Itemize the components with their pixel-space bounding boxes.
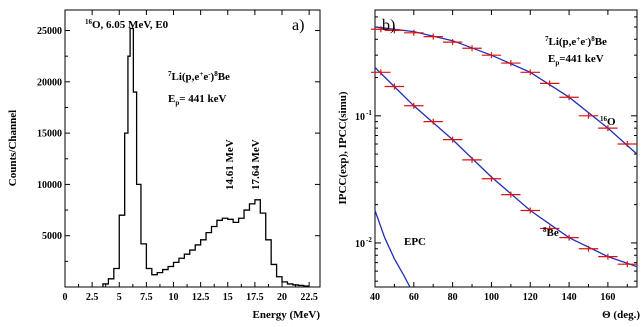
x-tick-label: 12.5 (192, 292, 210, 303)
beam-b-post: =441 keV (559, 53, 604, 65)
be8-label: 8Be (543, 226, 559, 239)
y-tick-label: 5000 (42, 231, 62, 242)
y-tick-label: 15000 (37, 129, 62, 140)
reaction-b-sup4: 8 (591, 35, 595, 43)
x-tick-label: 17.5 (246, 292, 264, 303)
reaction-a-post: ) (211, 71, 215, 83)
reaction-b-pre: Li(p,e (549, 36, 577, 48)
panel-a-reaction: 7Li(p,e+e-)8Be (168, 70, 230, 83)
reaction-b-end: Be (595, 36, 607, 48)
beam-a-post: = 441 keV (179, 93, 226, 105)
y-tick-exponent: -1 (366, 109, 372, 117)
reaction-a-sup1: 7 (168, 70, 172, 78)
beam-a-sub: p (175, 99, 179, 107)
line-label-14: 14.61 MeV (224, 139, 236, 190)
y-tick-exponent: -2 (366, 236, 372, 244)
y-tick-label: 10 (355, 239, 365, 250)
be8-sup: 8 (543, 226, 547, 234)
peak-label-text: O, 6.05 MeV, E0 (92, 19, 169, 31)
x-tick-label: 120 (523, 292, 538, 303)
x-tick-label: 80 (448, 292, 458, 303)
reaction-a-sup3: - (208, 70, 211, 78)
beam-a-pre: E (168, 93, 175, 105)
x-tick-label: 2.5 (86, 292, 99, 303)
x-tick-label: 22.5 (300, 292, 318, 303)
x-tick-label: 5 (117, 292, 122, 303)
x-tick-label: 20 (277, 292, 287, 303)
y-tick-label: 25000 (37, 26, 62, 37)
line-label-17: 17.64 MeV (250, 139, 262, 190)
reaction-a-mid: e (203, 71, 208, 83)
y-tick-label: 20000 (37, 77, 62, 88)
y-tick-label: 10 (355, 112, 365, 123)
peak-label: 16O, 6.05 MeV, E0 (85, 18, 169, 31)
reaction-b-sup1: 7 (545, 35, 549, 43)
panel-a-label: a) (292, 17, 304, 34)
panel-b-curves (374, 26, 638, 288)
panel-a-xlabel: Energy (MeV) (252, 309, 320, 321)
x-tick-label: 40 (370, 292, 380, 303)
x-tick-label: 15 (223, 292, 233, 303)
x-tick-label: 10 (169, 292, 179, 303)
curve-epc (374, 210, 411, 288)
beam-b-sub: p (555, 59, 559, 67)
y-tick-label: 10000 (37, 180, 62, 191)
reaction-a-end: Be (218, 71, 230, 83)
x-tick-label: 60 (409, 292, 419, 303)
x-tick-label: 100 (484, 292, 499, 303)
panel-a: 0 2.5 5 7.5 10 12.5 15 17.5 20 22.5 5000 10000 15000… (7, 9, 321, 321)
x-tick-label: 0 (63, 292, 68, 303)
o16-sup: 16 (600, 115, 608, 123)
reaction-b-sup3: - (585, 35, 588, 43)
beam-b-pre: E (548, 53, 555, 65)
be8-text: Be (547, 227, 559, 239)
panel-a-ticks: 0 2.5 5 7.5 10 12.5 15 17.5 20 22.5 5000 10000 15000… (37, 10, 320, 303)
epc-label: EPC (404, 236, 426, 248)
histogram-line (102, 27, 310, 287)
o16-label: 16O (600, 115, 616, 128)
reaction-a-pre: Li(p,e (172, 71, 200, 83)
x-tick-label: 7.5 (140, 292, 153, 303)
reaction-b-sup2: + (576, 35, 580, 43)
reaction-b-mid: e (580, 36, 585, 48)
panel-b-label: b) (382, 17, 395, 34)
x-tick-label: 160 (600, 292, 615, 303)
peak-label-sup: 16 (85, 18, 93, 26)
o16-text: O (607, 116, 616, 128)
panel-b-ylabel: IPCC(exp), IPCC(simu) (337, 91, 349, 204)
panel-b-xlabel: Θ (deg.) (602, 309, 640, 321)
reaction-a-sup4: 8 (214, 70, 218, 78)
reaction-a-sup2: + (199, 70, 203, 78)
panel-a-beam: Ep= 441 keV (168, 93, 227, 107)
panel-b-beam: Ep=441 keV (548, 53, 604, 67)
panel-b-reaction: 7Li(p,e+e-)8Be (545, 35, 607, 48)
x-tick-label: 140 (562, 292, 577, 303)
panel-b-frame (374, 9, 638, 288)
panel-b-points (371, 26, 637, 268)
reaction-b-post: ) (588, 36, 592, 48)
panel-a-frame (64, 9, 321, 288)
panel-a-ylabel: Counts/Channel (7, 110, 19, 186)
